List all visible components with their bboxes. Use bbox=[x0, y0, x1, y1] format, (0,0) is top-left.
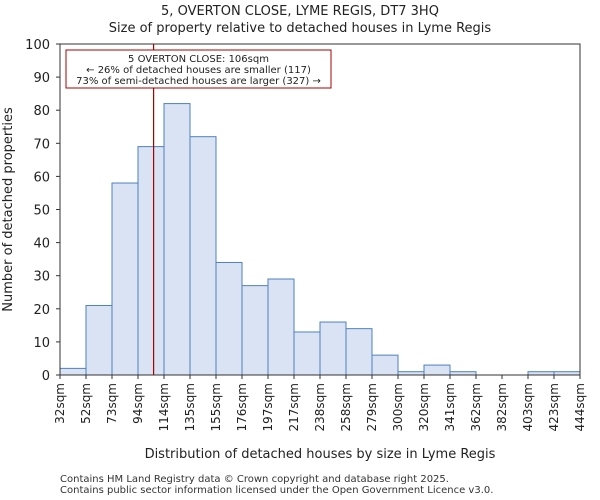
histogram-bar bbox=[319, 321, 347, 376]
histogram-bar bbox=[345, 328, 373, 376]
footer-line-1: Contains HM Land Registry data © Crown c… bbox=[60, 474, 449, 485]
histogram-bar bbox=[85, 304, 113, 376]
y-axis-label: Number of detached properties bbox=[1, 107, 16, 312]
x-tick-label: 341sqm bbox=[443, 383, 457, 431]
y-tick-label: 30 bbox=[33, 270, 50, 285]
x-tick-label: 238sqm bbox=[313, 383, 327, 431]
x-tick-label: 32sqm bbox=[53, 383, 67, 424]
y-tick-label: 50 bbox=[33, 204, 50, 219]
histogram-bar bbox=[189, 136, 217, 376]
x-tick-label: 52sqm bbox=[79, 383, 93, 424]
x-tick-label: 135sqm bbox=[183, 383, 197, 431]
x-tick-label: 279sqm bbox=[365, 383, 379, 431]
x-tick-label: 176sqm bbox=[235, 383, 249, 431]
x-axis-label: Distribution of detached houses by size … bbox=[145, 447, 496, 462]
annotation-line-3: 73% of semi-detached houses are larger (… bbox=[76, 76, 321, 87]
histogram-bar bbox=[59, 367, 87, 376]
chart-title: 5, OVERTON CLOSE, LYME REGIS, DT7 3HQ bbox=[161, 4, 439, 19]
histogram-bar bbox=[241, 285, 269, 376]
histogram-bar bbox=[137, 146, 165, 376]
x-tick-label: 155sqm bbox=[209, 383, 223, 431]
y-tick-label: 80 bbox=[33, 104, 50, 119]
chart-subtitle: Size of property relative to detached ho… bbox=[108, 21, 492, 36]
x-tick-label: 114sqm bbox=[157, 383, 171, 431]
x-tick-label: 382sqm bbox=[495, 383, 509, 431]
y-tick-label: 60 bbox=[33, 170, 50, 185]
x-tick-label: 362sqm bbox=[469, 383, 483, 431]
histogram-bar bbox=[163, 103, 191, 376]
x-tick-label: 423sqm bbox=[547, 383, 561, 431]
annotation-line-2: ← 26% of detached houses are smaller (11… bbox=[86, 65, 311, 76]
x-tick-label: 403sqm bbox=[521, 383, 535, 431]
y-tick-label: 70 bbox=[33, 137, 50, 152]
y-tick-label: 100 bbox=[25, 38, 50, 53]
histogram-bar bbox=[111, 182, 139, 376]
y-tick-label: 20 bbox=[33, 303, 50, 318]
y-tick-label: 0 bbox=[42, 369, 50, 384]
histogram-bar bbox=[423, 364, 451, 376]
x-tick-label: 444sqm bbox=[573, 383, 587, 431]
y-tick-label: 40 bbox=[33, 237, 50, 252]
x-tick-label: 300sqm bbox=[391, 383, 405, 431]
y-tick-label: 10 bbox=[33, 336, 50, 351]
histogram-bar bbox=[371, 354, 399, 376]
y-tick-label: 90 bbox=[33, 71, 50, 86]
x-tick-label: 94sqm bbox=[131, 383, 145, 424]
footer-line-2: Contains public sector information licen… bbox=[60, 485, 494, 496]
x-tick-label: 258sqm bbox=[339, 383, 353, 431]
histogram-bar bbox=[293, 331, 321, 376]
annotation-line-1: 5 OVERTON CLOSE: 106sqm bbox=[128, 54, 269, 65]
histogram-bar bbox=[215, 261, 243, 376]
histogram-bar bbox=[267, 278, 295, 376]
x-tick-label: 320sqm bbox=[417, 383, 431, 431]
x-tick-label: 217sqm bbox=[287, 383, 301, 431]
x-tick-label: 197sqm bbox=[261, 383, 275, 431]
annotation-box bbox=[65, 49, 332, 89]
x-tick-label: 73sqm bbox=[105, 383, 119, 424]
